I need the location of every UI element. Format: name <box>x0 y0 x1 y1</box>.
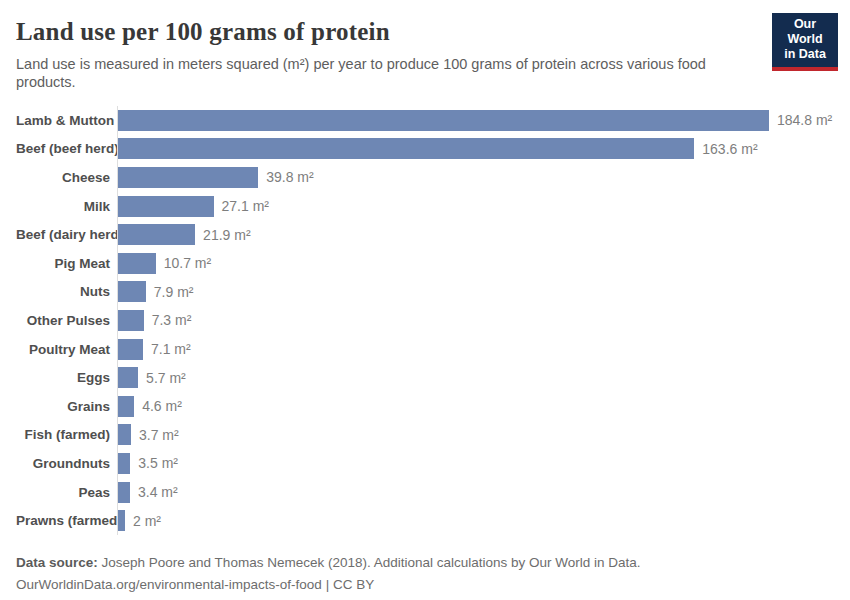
category-label: Other Pulses <box>16 313 117 328</box>
value-label: 7.3 m² <box>152 312 192 328</box>
bar-track: 3.4 m² <box>117 478 834 507</box>
value-label: 4.6 m² <box>142 398 182 414</box>
category-label: Eggs <box>16 370 117 385</box>
chart-row: Fish (farmed) 3.7 m² <box>16 421 834 450</box>
category-label: Fish (farmed) <box>16 427 117 442</box>
chart-row: Nuts 7.9 m² <box>16 278 834 307</box>
data-source-label: Data source: <box>16 555 98 570</box>
bar-track: 21.9 m² <box>117 220 834 249</box>
footer: Data source: Joseph Poore and Thomas Nem… <box>16 552 834 596</box>
bar-track: 163.6 m² <box>117 135 834 164</box>
value-label: 21.9 m² <box>203 227 250 243</box>
bar[interactable] <box>118 196 214 217</box>
value-label: 7.1 m² <box>151 341 191 357</box>
bar[interactable] <box>118 453 130 474</box>
bar[interactable] <box>118 367 138 388</box>
bar[interactable] <box>118 339 143 360</box>
value-label: 5.7 m² <box>146 370 186 386</box>
category-label: Grains <box>16 399 117 414</box>
category-label: Lamb & Mutton <box>16 113 117 128</box>
bar-track: 184.8 m² <box>117 106 834 135</box>
bar[interactable] <box>118 224 195 245</box>
chart-row: Grains 4.6 m² <box>16 392 834 421</box>
value-label: 3.7 m² <box>139 427 179 443</box>
bar-track: 39.8 m² <box>117 163 834 192</box>
chart-row: Cheese 39.8 m² <box>16 163 834 192</box>
value-label: 163.6 m² <box>702 141 757 157</box>
bar[interactable] <box>118 138 694 159</box>
value-label: 2 m² <box>133 513 161 529</box>
chart-row: Lamb & Mutton 184.8 m² <box>16 106 834 135</box>
category-label: Nuts <box>16 284 117 299</box>
bar[interactable] <box>118 281 146 302</box>
category-label: Pig Meat <box>16 256 117 271</box>
chart-row: Peas 3.4 m² <box>16 478 834 507</box>
chart-row: Prawns (farmed) 2 m² <box>16 506 834 535</box>
category-label: Cheese <box>16 170 117 185</box>
value-label: 3.4 m² <box>138 484 178 500</box>
category-label: Prawns (farmed) <box>16 513 117 528</box>
value-label: 7.9 m² <box>154 284 194 300</box>
bar[interactable] <box>118 167 258 188</box>
bar[interactable] <box>118 424 131 445</box>
value-label: 39.8 m² <box>266 169 313 185</box>
chart-row: Other Pulses 7.3 m² <box>16 306 834 335</box>
value-label: 184.8 m² <box>777 112 832 128</box>
chart-row: Poultry Meat 7.1 m² <box>16 335 834 364</box>
bar-track: 4.6 m² <box>117 392 834 421</box>
chart-row: Pig Meat 10.7 m² <box>16 249 834 278</box>
owid-logo-line2: in Data <box>775 47 835 62</box>
bar[interactable] <box>118 396 134 417</box>
bar-track: 7.9 m² <box>117 278 834 307</box>
bar-track: 7.1 m² <box>117 335 834 364</box>
category-label: Milk <box>16 199 117 214</box>
bar[interactable] <box>118 253 156 274</box>
footer-link[interactable]: OurWorldinData.org/environmental-impacts… <box>16 574 834 596</box>
category-label: Poultry Meat <box>16 342 117 357</box>
chart-row: Beef (beef herd) 163.6 m² <box>16 135 834 164</box>
bar-track: 27.1 m² <box>117 192 834 221</box>
bar-track: 2 m² <box>117 506 834 535</box>
page-title: Land use per 100 grams of protein <box>16 18 772 46</box>
value-label: 3.5 m² <box>138 455 178 471</box>
bar-track: 5.7 m² <box>117 363 834 392</box>
category-label: Peas <box>16 485 117 500</box>
chart-page: Land use per 100 grams of protein Land u… <box>0 0 850 600</box>
chart-row: Milk 27.1 m² <box>16 192 834 221</box>
bar-track: 3.7 m² <box>117 421 834 450</box>
chart-subtitle: Land use is measured in meters squared (… <box>16 55 716 91</box>
bar[interactable] <box>118 110 769 131</box>
category-label: Beef (dairy herd) <box>16 227 117 242</box>
value-label: 27.1 m² <box>222 198 269 214</box>
bar-track: 7.3 m² <box>117 306 834 335</box>
chart-row: Beef (dairy herd) 21.9 m² <box>16 220 834 249</box>
category-label: Beef (beef herd) <box>16 141 117 156</box>
owid-logo[interactable]: Our World in Data <box>772 13 838 71</box>
bar[interactable] <box>118 310 144 331</box>
header: Land use per 100 grams of protein Land u… <box>16 16 834 91</box>
bar-chart: Lamb & Mutton 184.8 m² Beef (beef herd) … <box>16 106 834 535</box>
category-label: Groundnuts <box>16 456 117 471</box>
value-label: 10.7 m² <box>164 255 211 271</box>
chart-row: Groundnuts 3.5 m² <box>16 449 834 478</box>
bar[interactable] <box>118 482 130 503</box>
chart-row: Eggs 5.7 m² <box>16 363 834 392</box>
bar-track: 3.5 m² <box>117 449 834 478</box>
bar-track: 10.7 m² <box>117 249 834 278</box>
owid-logo-line1: Our World <box>775 17 835 47</box>
data-source-text: Joseph Poore and Thomas Nemecek (2018). … <box>98 555 641 570</box>
header-text: Land use per 100 grams of protein Land u… <box>16 16 772 91</box>
bar[interactable] <box>118 510 125 531</box>
